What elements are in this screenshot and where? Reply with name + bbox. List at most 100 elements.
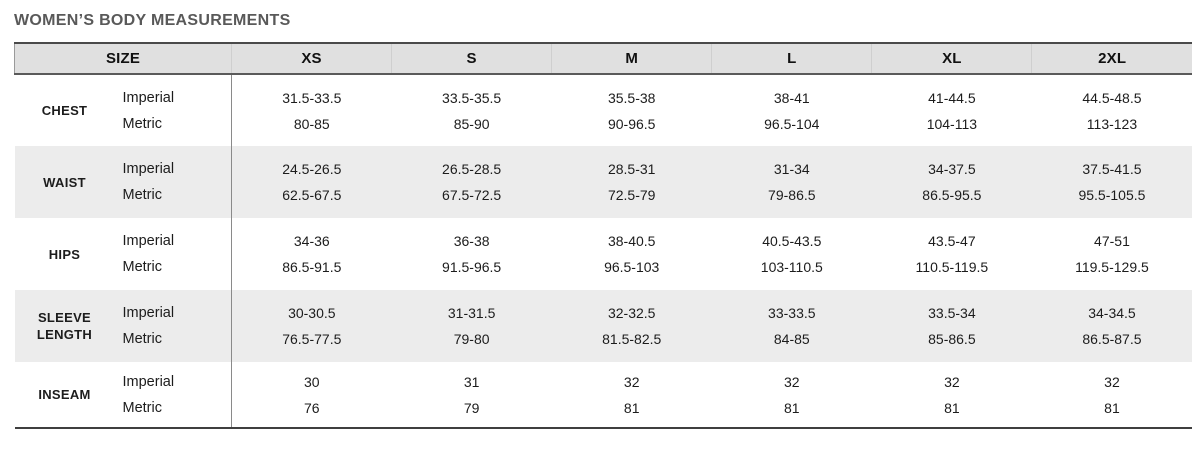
- cell-inseam-s: 31 79: [391, 362, 552, 429]
- metric-value: 103-110.5: [760, 259, 823, 275]
- metric-value: 113-123: [1086, 115, 1138, 132]
- cell-chest-s: 33.5-35.5 85-90: [392, 74, 552, 146]
- cell-inseam-m: 32 81: [551, 362, 712, 429]
- metric-value: 85-90: [453, 115, 490, 132]
- row-label: CHEST: [41, 103, 88, 118]
- metric-value: 104-113: [926, 115, 978, 132]
- imperial-value: 31.5-33.5: [282, 89, 342, 106]
- table-row-inseam: INSEAM Imperial Metric 30 76 31 79 32 81: [14, 362, 1192, 429]
- table-row-chest: CHEST Imperial Metric 31.5-33.5 80-85 33…: [15, 74, 1192, 146]
- cell-hips-l: 40.5-43.5 103-110.5: [712, 218, 872, 290]
- unit-label-imperial: Imperial: [122, 161, 175, 177]
- metric-value: 72.5-79: [607, 187, 656, 203]
- metric-value: 81.5-82.5: [602, 331, 662, 347]
- imperial-value: 31: [463, 373, 480, 390]
- cell-waist-m: 28.5-31 72.5-79: [551, 146, 712, 218]
- imperial-value: 40.5-43.5: [762, 233, 822, 249]
- metric-value: 62.5-67.5: [282, 187, 342, 203]
- unit-label-metric: Metric: [122, 115, 162, 132]
- metric-value: 86.5-91.5: [282, 259, 342, 275]
- column-header-s: S: [391, 42, 553, 75]
- measurements-table: SIZE XS S M L XL 2XL CHEST Imperial Metr…: [13, 42, 1192, 429]
- cell-sleeve-s: 31-31.5 79-80: [391, 290, 552, 362]
- cell-waist-l: 31-34 79-86.5: [711, 146, 872, 218]
- metric-value: 79: [463, 399, 480, 416]
- imperial-value: 32: [784, 373, 800, 390]
- metric-value: 96.5-104: [764, 115, 820, 132]
- row-label: HIPS: [48, 246, 81, 262]
- metric-value: 86.5-95.5: [922, 187, 982, 203]
- imperial-value: 31-31.5: [447, 305, 496, 321]
- unit-label-metric: Metric: [122, 399, 162, 416]
- unit-labels: Imperial Metric: [114, 290, 232, 362]
- imperial-value: 37.5-41.5: [1082, 161, 1142, 177]
- imperial-value: 28.5-31: [607, 161, 656, 177]
- metric-value: 84-85: [773, 331, 810, 347]
- imperial-value: 34-36: [293, 233, 330, 249]
- row-label: INSEAM: [14, 362, 115, 429]
- metric-value: 85-86.5: [928, 331, 976, 347]
- metric-value: 76.5-77.5: [282, 331, 342, 347]
- imperial-value: 34-37.5: [928, 161, 976, 177]
- page-title: WOMEN’S BODY MEASUREMENTS: [14, 12, 291, 29]
- imperial-value: 33.5-35.5: [442, 89, 502, 106]
- imperial-value: 32: [623, 373, 640, 390]
- imperial-value: 36-38: [453, 233, 490, 249]
- cell-waist-s: 26.5-28.5 67.5-72.5: [391, 146, 552, 218]
- cell-inseam-xs: 30 76: [231, 362, 392, 429]
- cell-chest-xs: 31.5-33.5 80-85: [231, 74, 392, 146]
- column-header-xl: XL: [871, 42, 1033, 75]
- cell-inseam-xl: 32 81: [871, 362, 1032, 429]
- table-header-row: SIZE XS S M L XL 2XL: [13, 42, 1192, 75]
- imperial-value: 34-34.5: [1088, 305, 1136, 321]
- unit-label-metric: Metric: [122, 331, 162, 347]
- imperial-value: 47-51: [1094, 233, 1130, 249]
- unit-label-imperial: Imperial: [122, 305, 175, 321]
- cell-sleeve-xs: 30-30.5 76.5-77.5: [231, 290, 392, 362]
- imperial-value: 32: [944, 373, 960, 390]
- cell-chest-xl: 41-44.5 104-113: [872, 74, 1032, 146]
- cell-hips-m: 38-40.5 96.5-103: [552, 218, 712, 290]
- metric-value: 79-86.5: [768, 187, 816, 203]
- imperial-value: 32: [1104, 373, 1120, 390]
- row-label: SLEEVE LENGTH: [14, 290, 115, 362]
- cell-hips-2xl: 47-51 119.5-129.5: [1032, 218, 1192, 290]
- imperial-value: 31-34: [773, 161, 810, 177]
- cell-sleeve-m: 32-32.5 81.5-82.5: [551, 290, 712, 362]
- unit-label-metric: Metric: [122, 259, 162, 275]
- metric-value: 110.5-119.5: [915, 259, 989, 275]
- column-header-size: SIZE: [13, 42, 233, 75]
- imperial-value: 30: [304, 373, 320, 390]
- column-header-xs: XS: [231, 42, 393, 75]
- column-header-m: M: [551, 42, 713, 75]
- table-row-hips: HIPS Imperial Metric 34-36 86.5-91.5 36-…: [15, 218, 1192, 290]
- imperial-value: 38-41: [773, 89, 810, 106]
- unit-label-imperial: Imperial: [122, 233, 175, 249]
- metric-value: 81: [944, 399, 960, 416]
- table-row-waist: WAIST Imperial Metric 24.5-26.5 62.5-67.…: [14, 146, 1192, 218]
- cell-inseam-l: 32 81: [711, 362, 872, 429]
- cell-chest-2xl: 44.5-48.5 113-123: [1032, 74, 1192, 146]
- imperial-value: 30-30.5: [288, 305, 336, 321]
- metric-value: 81: [784, 399, 800, 416]
- unit-labels: Imperial Metric: [115, 218, 232, 290]
- metric-value: 95.5-105.5: [1078, 187, 1146, 203]
- cell-sleeve-xl: 33.5-34 85-86.5: [871, 290, 1032, 362]
- imperial-value: 38-40.5: [607, 233, 656, 249]
- imperial-value: 43.5-47: [928, 233, 976, 249]
- metric-value: 119.5-129.5: [1075, 259, 1149, 275]
- column-header-l: L: [711, 42, 873, 75]
- metric-value: 79-80: [453, 331, 490, 347]
- metric-value: 91.5-96.5: [442, 259, 502, 275]
- unit-label-imperial: Imperial: [122, 373, 175, 390]
- metric-value: 81: [1104, 399, 1120, 416]
- cell-inseam-2xl: 32 81: [1031, 362, 1192, 429]
- imperial-value: 41-44.5: [928, 89, 976, 106]
- cell-hips-xs: 34-36 86.5-91.5: [231, 218, 392, 290]
- cell-sleeve-2xl: 34-34.5 86.5-87.5: [1031, 290, 1192, 362]
- imperial-value: 26.5-28.5: [442, 161, 502, 177]
- metric-value: 67.5-72.5: [442, 187, 502, 203]
- imperial-value: 35.5-38: [607, 89, 656, 106]
- column-header-2xl: 2XL: [1031, 42, 1192, 75]
